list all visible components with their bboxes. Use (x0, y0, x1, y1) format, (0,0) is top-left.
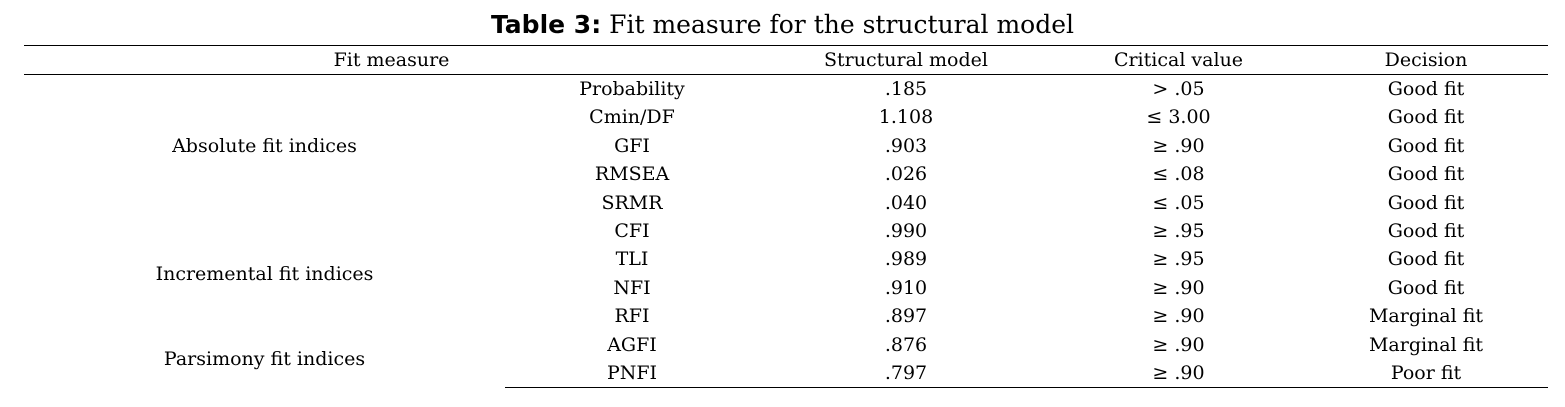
critical-cell: ≥ .90 (1152, 276, 1205, 299)
table-row: PNFI .797 ≥ .90 Poor fit (24, 359, 1548, 389)
group-absolute-fit-indices: Absolute fit indices (172, 134, 357, 157)
critical-cell: ≥ .90 (1152, 305, 1205, 328)
measure-cell: RMSEA (594, 163, 670, 186)
critical-cell: ≤ .08 (1152, 163, 1205, 186)
table-row: SRMR .040 ≤ .05 Good fit (24, 189, 1548, 217)
decision-cell: Marginal fit (1368, 305, 1484, 328)
critical-cell: ≤ 3.00 (1146, 106, 1211, 129)
value-cell: .797 (759, 359, 1053, 389)
measure-cell: SRMR (601, 191, 663, 214)
value-cell: .897 (884, 305, 928, 328)
measure-cell: TLI (615, 248, 649, 271)
header-row: Fit measure Structural model Critical va… (24, 45, 1548, 75)
decision-cell: Poor fit (1304, 359, 1548, 389)
value-cell: .876 (884, 333, 928, 356)
decision-cell: Marginal fit (1368, 333, 1484, 356)
decision-cell: Good fit (1387, 276, 1465, 299)
header-critical-value: Critical value (1053, 45, 1304, 75)
table-row: NFI .910 ≥ .90 Good fit (24, 274, 1548, 302)
table-row: Parsimony fit indices AGFI .876 ≥ .90 Ma… (24, 331, 1548, 370)
value-cell: .026 (884, 163, 928, 186)
table-caption-label: Table 3: (490, 10, 602, 39)
table-row: Cmin/DF 1.108 ≤ 3.00 Good fit (24, 103, 1548, 131)
measure-cell: CFI (614, 220, 650, 243)
measure-cell: PNFI (505, 359, 759, 389)
critical-cell: ≥ .90 (1152, 134, 1205, 157)
measure-cell: NFI (613, 276, 651, 299)
decision-cell: Good fit (1387, 248, 1465, 271)
value-cell: .040 (884, 191, 928, 214)
table-row: Incremental fit indices CFI .990 ≥ .95 G… (24, 217, 1548, 285)
critical-cell: > .05 (1152, 78, 1205, 100)
group-parsimony-fit-indices: Parsimony fit indices (163, 348, 366, 371)
critical-cell: ≥ .95 (1152, 220, 1205, 243)
decision-cell: Good fit (1387, 163, 1465, 186)
measure-cell: Probability (579, 78, 685, 100)
decision-cell: Good fit (1387, 191, 1465, 214)
value-cell: 1.108 (878, 106, 934, 129)
header-structural-model: Structural model (759, 45, 1053, 75)
group-incremental-fit-indices: Incremental fit indices (155, 262, 374, 285)
table-caption: Table 3: Fit measure for the structural … (0, 10, 1565, 40)
value-cell: .989 (884, 248, 928, 271)
value-cell: .990 (884, 220, 928, 243)
table-row: GFI .903 ≥ .90 Good fit (24, 132, 1548, 160)
measure-cell: AGFI (607, 333, 657, 356)
table-row: RMSEA .026 ≤ .08 Good fit (24, 160, 1548, 188)
measure-cell: RFI (614, 305, 650, 328)
decision-cell: Good fit (1387, 134, 1465, 157)
measure-cell: GFI (614, 134, 650, 157)
value-cell: .185 (884, 78, 928, 100)
header-fit-measure: Fit measure (24, 45, 759, 75)
table-row: Absolute fit indices Probability .185 > … (24, 75, 1548, 157)
critical-cell: ≥ .90 (1152, 333, 1205, 356)
fit-measure-table: Fit measure Structural model Critical va… (24, 45, 1548, 389)
critical-cell: ≥ .90 (1053, 359, 1304, 389)
decision-cell: Good fit (1387, 220, 1465, 243)
header-decision: Decision (1304, 45, 1548, 75)
critical-cell: ≤ .05 (1152, 191, 1205, 214)
table-caption-text: Fit measure for the structural model (609, 10, 1075, 39)
measure-cell: Cmin/DF (589, 106, 675, 129)
value-cell: .910 (884, 276, 928, 299)
value-cell: .903 (884, 134, 928, 157)
table-row: TLI .989 ≥ .95 Good fit (24, 245, 1548, 273)
decision-cell: Good fit (1387, 106, 1465, 129)
decision-cell: Good fit (1387, 78, 1465, 100)
table-row: RFI .897 ≥ .90 Marginal fit (24, 302, 1548, 330)
critical-cell: ≥ .95 (1152, 248, 1205, 271)
